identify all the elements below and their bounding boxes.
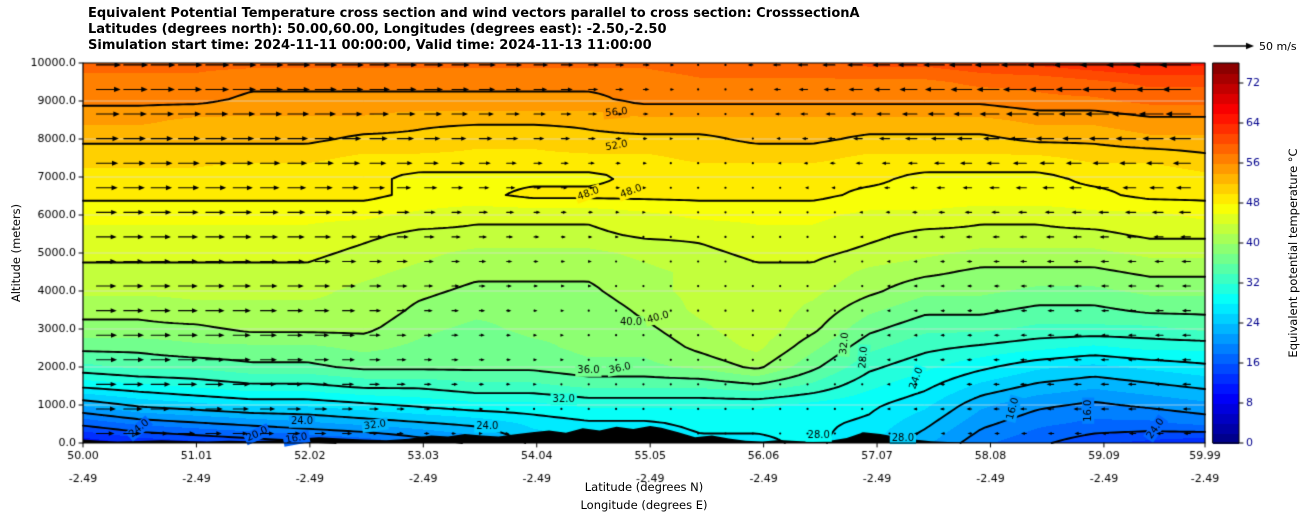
colorbar-label: Equivalent potential temperature °C (1286, 148, 1300, 358)
x-axis-label-latitude: Latitude (degrees N) (584, 480, 704, 494)
x-axis-label-longitude: Longitude (degrees E) (580, 498, 708, 512)
wind-legend-label: 50 m/s (1259, 40, 1297, 53)
y-axis-label: Altitude (meters) (9, 203, 23, 303)
